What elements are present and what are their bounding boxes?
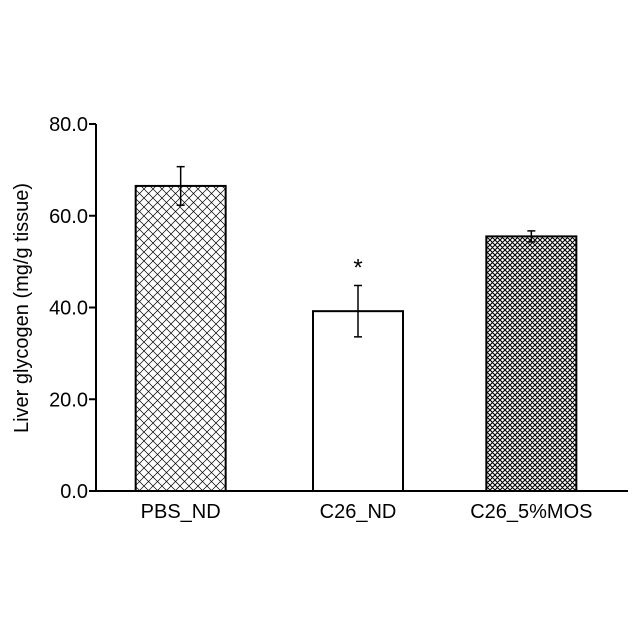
- bars-group: [136, 186, 577, 491]
- x-category-label: C26_ND: [320, 501, 397, 523]
- annotations-group: *: [353, 254, 362, 281]
- y-tick-label: 0.0: [60, 481, 88, 503]
- x-axis-labels: PBS_ND C26_ND C26_5%MOS: [141, 501, 593, 523]
- x-category-label: C26_5%MOS: [470, 501, 592, 523]
- y-axis-ticks: 0.0 20.0 40.0 60.0 80.0: [49, 114, 96, 503]
- y-tick-label: 20.0: [49, 389, 88, 411]
- bar-pbs-nd: [136, 186, 226, 491]
- x-category-label: PBS_ND: [141, 501, 221, 523]
- y-axis-title: Liver glycogen (mg/g tissue): [11, 183, 33, 433]
- y-tick-label: 60.0: [49, 206, 88, 228]
- bar-c26-nd: [313, 311, 403, 491]
- bar-c26-5-mos: [486, 236, 576, 491]
- y-tick-label: 40.0: [49, 298, 88, 320]
- y-tick-label: 80.0: [49, 114, 88, 136]
- significance-marker: *: [353, 254, 362, 281]
